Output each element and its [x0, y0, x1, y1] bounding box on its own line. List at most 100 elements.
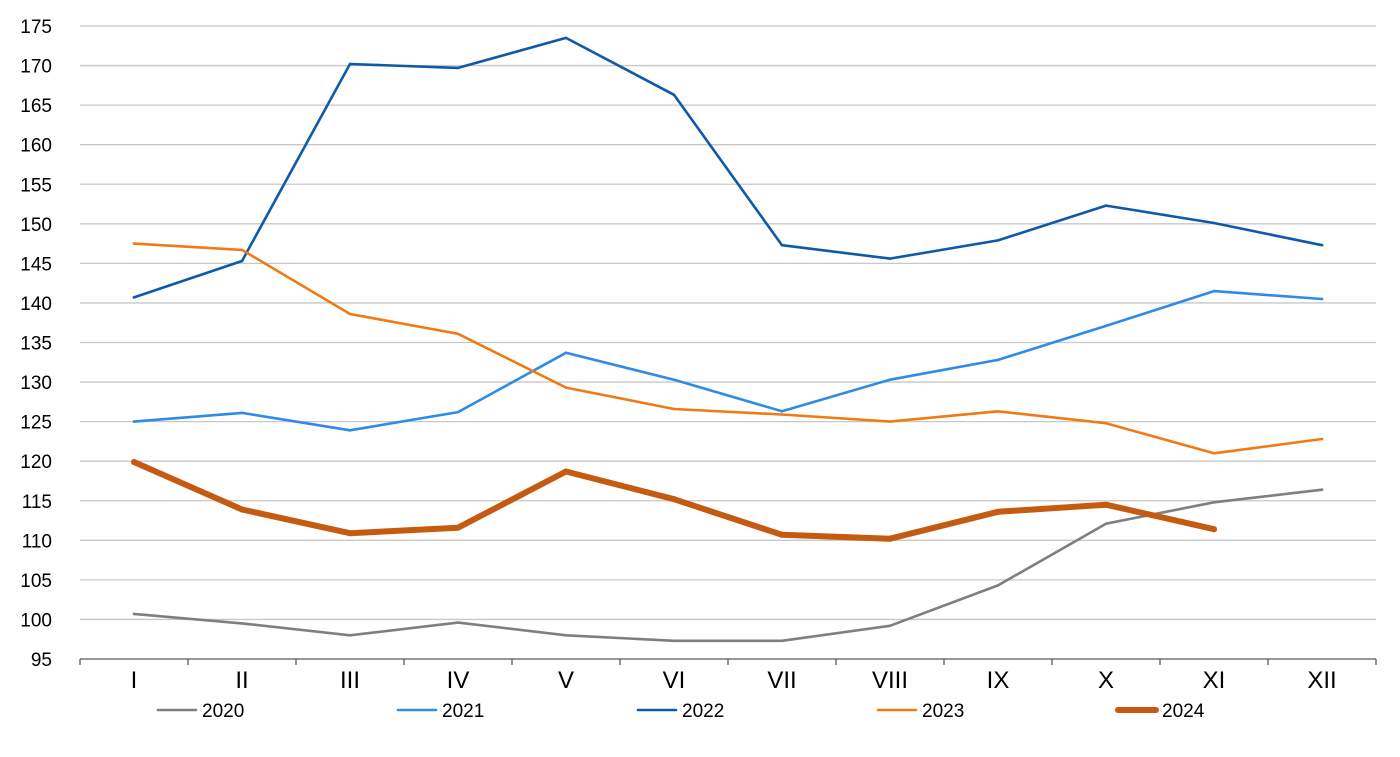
data-point-2024: [239, 506, 245, 513]
y-tick-label: 155: [20, 175, 52, 196]
data-point-2020: [240, 622, 244, 625]
data-point-2022: [132, 296, 136, 299]
y-tick-label: 130: [20, 373, 52, 394]
data-point-2020: [780, 639, 784, 643]
data-point-2024: [671, 496, 677, 503]
y-tick-label: 150: [20, 215, 52, 236]
y-tick-label: 165: [20, 96, 52, 117]
data-point-2021: [1212, 289, 1216, 293]
legend-item-2024: 2024: [1115, 701, 1205, 722]
data-point-2022: [780, 243, 784, 247]
data-point-2022: [1104, 204, 1108, 207]
legend-item-2023: 2023: [876, 701, 964, 722]
data-point-2022: [672, 93, 676, 97]
data-point-2022: [996, 239, 1000, 242]
gridlines: [80, 25, 1376, 621]
data-point-2022: [1320, 243, 1324, 247]
legend-item-2021: 2021: [396, 701, 484, 722]
data-point-2022: [888, 257, 892, 260]
data-point-2023: [1320, 437, 1324, 441]
x-tick-label: XI: [1203, 667, 1226, 694]
data-point-2020: [132, 612, 136, 616]
data-point-2021: [780, 410, 784, 413]
series-line-2020: [132, 488, 1324, 643]
data-point-2024: [887, 535, 893, 542]
data-point-2023: [1104, 421, 1108, 425]
x-tick-label: IV: [447, 667, 470, 694]
data-point-2024: [1103, 501, 1109, 508]
data-point-2020: [564, 633, 568, 637]
x-tick-label: X: [1098, 667, 1114, 694]
data-point-2021: [996, 358, 1000, 362]
data-point-2023: [564, 386, 568, 389]
data-point-2022: [1212, 221, 1216, 225]
legend-label: 2022: [682, 701, 724, 722]
data-point-2022: [456, 66, 460, 70]
y-tick-label: 135: [20, 334, 52, 355]
legend-item-2020: 2020: [156, 701, 244, 722]
data-point-2023: [348, 312, 352, 316]
series-line-2021: [132, 289, 1324, 432]
data-point-2021: [456, 410, 460, 414]
data-point-2021: [1104, 324, 1108, 328]
x-tick-label: VI: [663, 667, 686, 694]
data-point-2021: [132, 420, 136, 423]
data-point-2021: [1320, 297, 1324, 301]
y-tick-label: 140: [20, 294, 52, 315]
data-point-2023: [780, 413, 784, 416]
y-tick-label: 120: [20, 452, 52, 473]
data-point-2020: [888, 624, 892, 628]
x-tick-label: VIII: [872, 667, 908, 694]
y-tick-label: 100: [20, 610, 52, 631]
data-point-2024: [455, 524, 461, 531]
data-point-2020: [1320, 488, 1324, 491]
data-point-2021: [240, 411, 244, 415]
data-point-2023: [996, 410, 1000, 413]
y-tick-label: 145: [20, 254, 52, 275]
y-tick-label: 170: [20, 57, 52, 78]
y-tick-label: 125: [20, 413, 52, 434]
data-point-2023: [240, 248, 244, 252]
y-tick-label: 95: [31, 650, 52, 671]
data-point-2024: [779, 531, 785, 538]
data-point-2023: [1212, 451, 1216, 455]
legend-label: 2020: [202, 701, 244, 722]
data-point-2020: [456, 621, 460, 624]
y-tick-label: 105: [20, 571, 52, 592]
data-point-2020: [348, 633, 352, 637]
data-point-2020: [1212, 501, 1216, 504]
y-tick-label: 175: [20, 17, 52, 38]
x-tick-label: III: [340, 667, 360, 694]
data-point-2023: [456, 332, 460, 336]
x-tick-label: V: [558, 667, 574, 694]
x-tick-label: VII: [767, 667, 796, 694]
series-line-2022: [132, 36, 1324, 299]
x-tick-label: I: [131, 667, 138, 694]
legend-label: 2021: [442, 701, 484, 722]
x-tick-label: IX: [987, 667, 1010, 694]
data-point-2020: [996, 584, 1000, 587]
y-tick-label: 115: [22, 492, 52, 513]
data-point-2021: [888, 378, 892, 381]
data-point-2024: [563, 468, 569, 475]
data-point-2024: [131, 458, 137, 465]
data-point-2022: [348, 62, 352, 66]
data-point-2024: [995, 508, 1001, 515]
legend-item-2022: 2022: [636, 701, 724, 722]
x-axis: I II III IV V VI VII VIII IX X XI XII: [79, 658, 1377, 694]
series-line-2023: [132, 242, 1324, 455]
y-tick-label: 160: [20, 136, 52, 157]
data-point-2020: [1104, 522, 1108, 525]
data-point-2023: [132, 242, 136, 245]
data-point-2022: [564, 36, 568, 40]
data-point-2024: [347, 530, 353, 537]
data-point-2024: [1211, 526, 1217, 533]
legend: 2020 2021 2022 2023 2024: [156, 701, 1205, 722]
legend-label: 2023: [922, 701, 964, 722]
data-point-2023: [888, 420, 892, 423]
x-tick-label: XII: [1307, 667, 1336, 694]
data-point-2023: [672, 407, 676, 411]
data-point-2021: [564, 351, 568, 355]
y-axis: 95 100 105 110 115 120 125 130 135 140 145 150 155 16…: [20, 17, 52, 671]
